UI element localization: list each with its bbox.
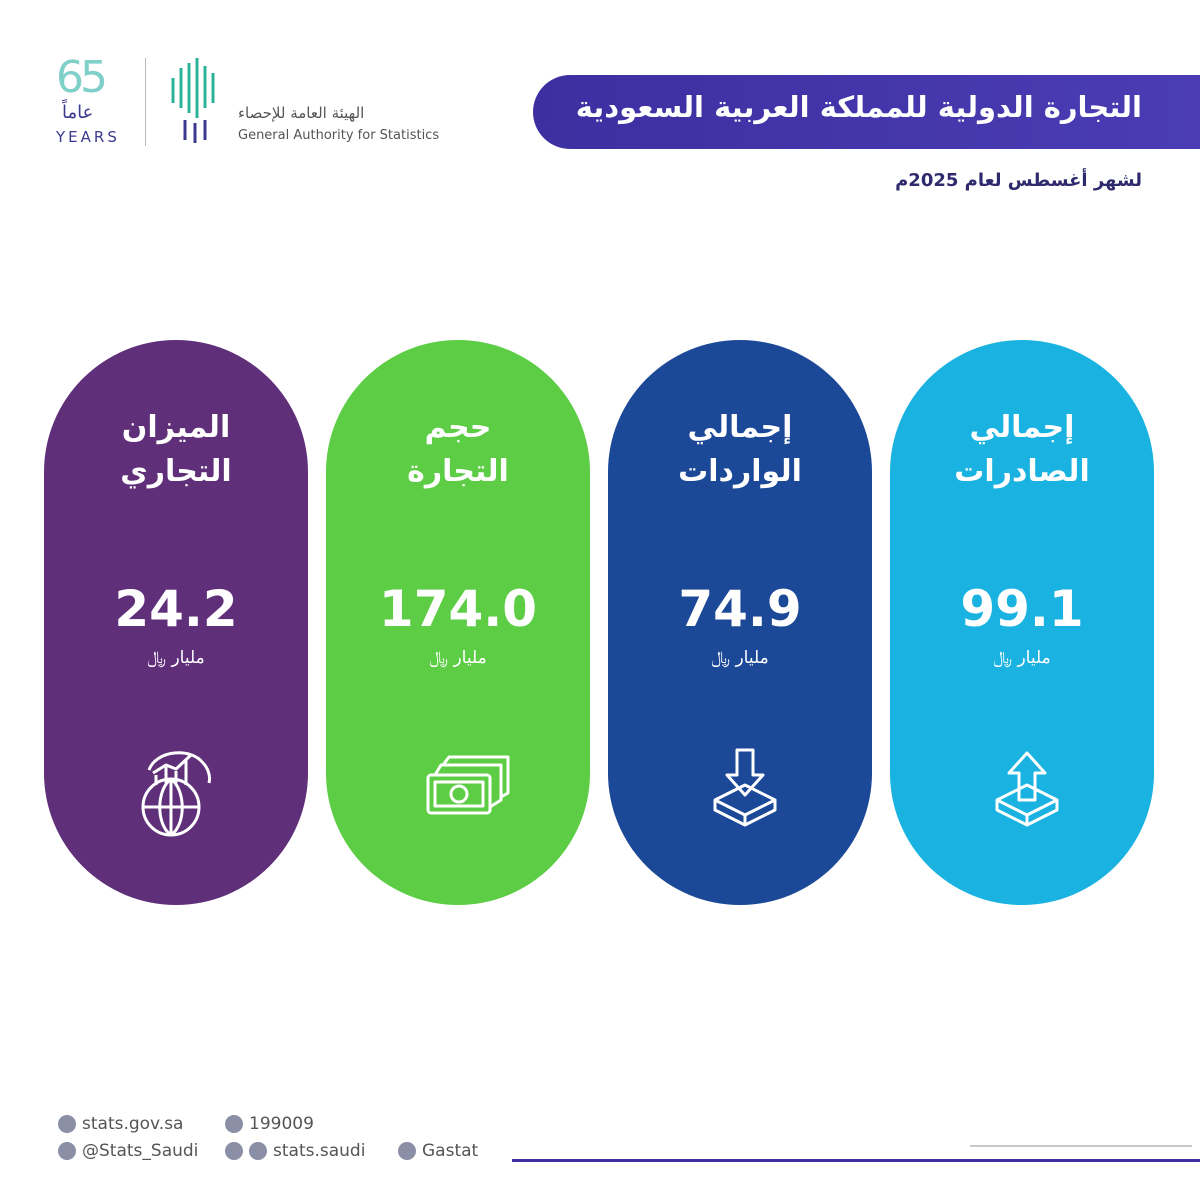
card-unit: مليار ﷼ (993, 648, 1051, 668)
card-unit: مليار ﷼ (147, 648, 205, 668)
card-value: 74.9 (678, 580, 802, 638)
card-label: التجاري (120, 454, 232, 489)
card-icon (995, 751, 1059, 827)
card-unit: مليار ﷼ (429, 648, 487, 668)
logo-years-ar: عاماً (62, 102, 94, 123)
logo-number: 65 (56, 52, 108, 103)
card-label: حجم (424, 410, 492, 445)
logo-years-en: YEARS (56, 128, 120, 146)
card-label: الصادرات (954, 454, 1090, 489)
card-unit: مليار ﷼ (711, 648, 769, 668)
text: 199009 (249, 1114, 314, 1134)
card-icon (426, 755, 510, 815)
card-value: 174.0 (378, 580, 538, 638)
footer-website[interactable]: stats.gov.sa (58, 1114, 183, 1134)
divider (145, 58, 146, 146)
footer-line (512, 1159, 1200, 1162)
org-name-en: General Authority for Statistics (238, 128, 440, 143)
card-label: الواردات (678, 454, 802, 489)
card-value: 99.1 (960, 580, 1084, 638)
card-value: 24.2 (114, 580, 238, 638)
stat-card: إجمالي الصادرات 99.1 مليار ﷼ (890, 340, 1154, 905)
text: stats.saudi (273, 1141, 366, 1161)
org-emblem (171, 58, 215, 143)
footer-line (970, 1145, 1192, 1147)
footer-phone[interactable]: 199009 (225, 1114, 314, 1134)
footer-x[interactable]: @Stats_Saudi (58, 1141, 198, 1161)
card-label: الميزان (121, 410, 231, 445)
stat-card: حجم التجارة 174.0 مليار ﷼ (326, 340, 590, 905)
text: Gastat (422, 1141, 479, 1161)
card-label: التجارة (407, 454, 509, 489)
footer-linkedin[interactable]: Gastat (398, 1141, 478, 1161)
title-banner (533, 75, 1200, 149)
footer-social[interactable]: stats.saudi (225, 1141, 365, 1161)
text: stats.gov.sa (82, 1114, 184, 1134)
title: التجارة الدولية للمملكة العربية السعودية (575, 90, 1142, 124)
stat-card: إجمالي الواردات 74.9 مليار ﷼ (608, 340, 872, 905)
card-label: إجمالي (687, 410, 793, 445)
subtitle: لشهر أغسطس لعام 2025م (895, 170, 1142, 191)
card-icon (141, 751, 211, 837)
card-icon (713, 748, 777, 827)
card-label: إجمالي (969, 410, 1075, 445)
org-name-ar: الهيئة العامة للإحصاء (238, 104, 365, 122)
text: @Stats_Saudi (82, 1141, 199, 1161)
stat-card: الميزان التجاري 24.2 مليار ﷼ (44, 340, 308, 905)
